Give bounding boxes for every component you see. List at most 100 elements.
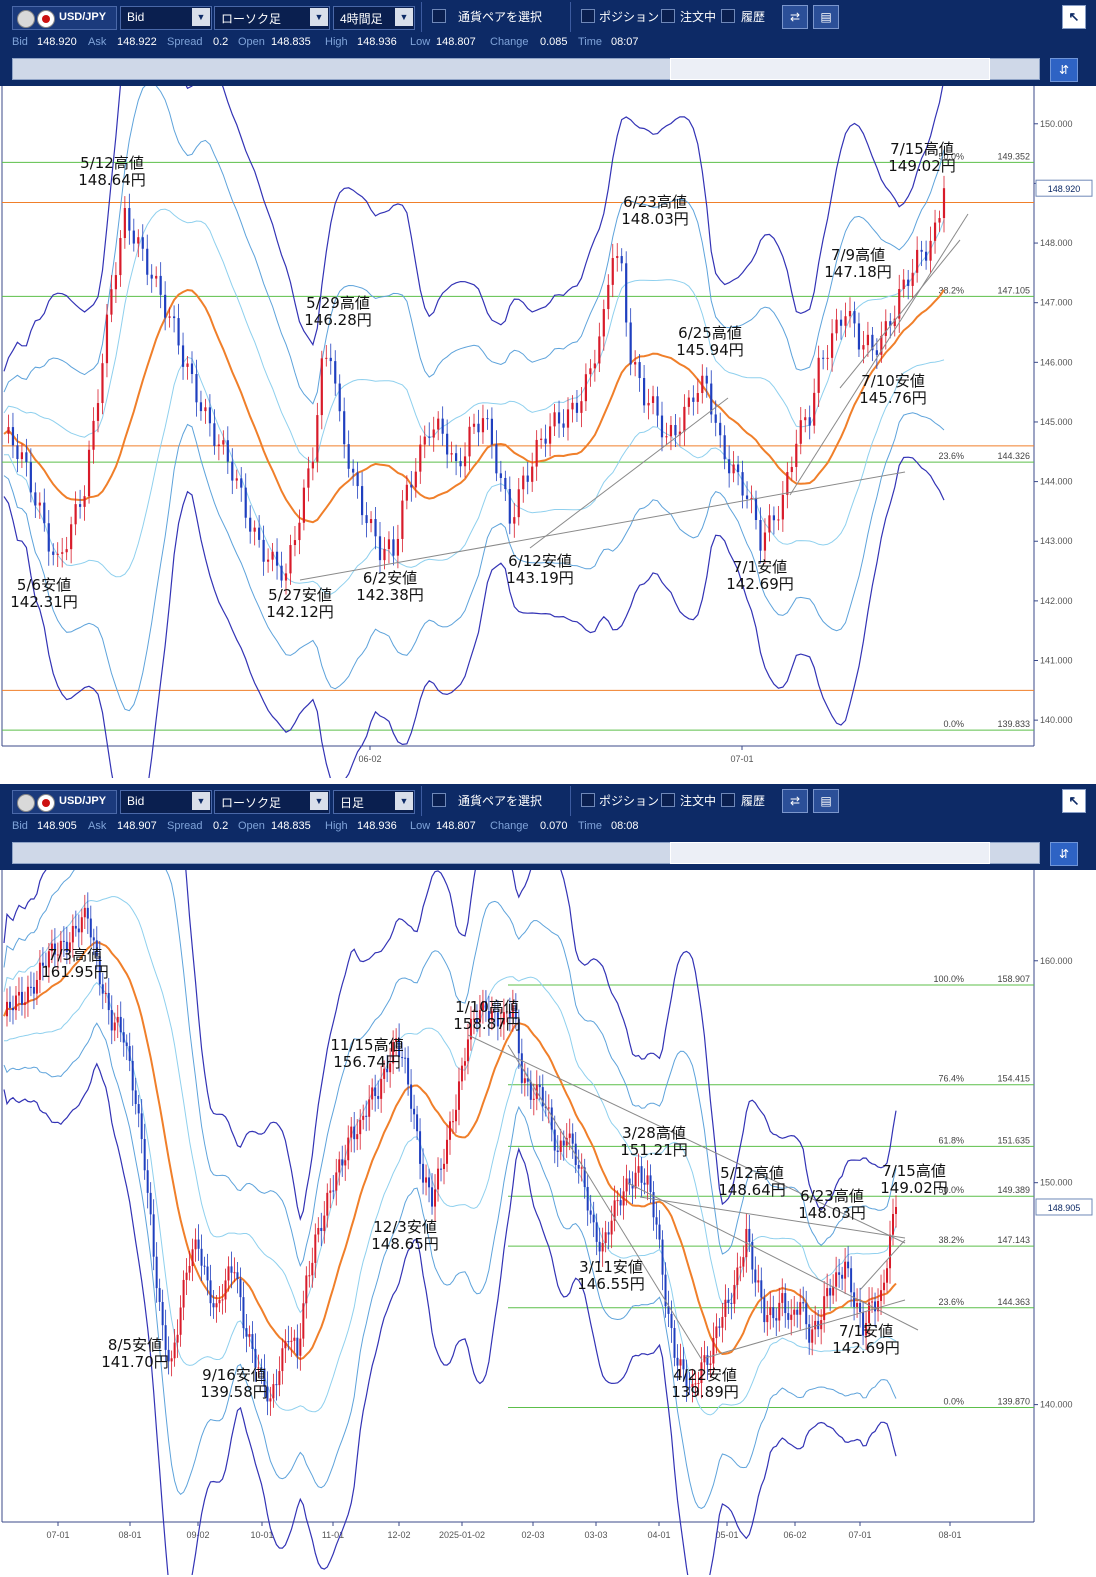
x-tick-label: 08-01 (938, 1530, 961, 1540)
candle-body (772, 515, 776, 521)
annotation-date: 12/3安値 (373, 1218, 437, 1236)
candle-body (231, 461, 234, 481)
candle-body (759, 519, 762, 551)
candle-body (719, 422, 722, 436)
candle-body (658, 1224, 661, 1240)
candle-body (460, 1065, 463, 1082)
candle-body (38, 502, 41, 506)
candle-body (481, 1000, 484, 1011)
pair-label: USD/JPY (59, 795, 107, 807)
history-checkbox[interactable] (721, 793, 735, 807)
candle-body (432, 429, 435, 438)
candle-body (20, 452, 24, 460)
candle-body (454, 453, 458, 462)
candle-body (320, 1227, 323, 1232)
candle-body (652, 1192, 655, 1218)
candle-body (437, 1168, 440, 1190)
candle-body (52, 551, 55, 555)
candle-body (772, 1307, 775, 1319)
chart-settings-button[interactable]: ▤ (813, 789, 839, 813)
trend-line (467, 1034, 906, 1244)
chart-type-dropdown[interactable]: ローソク足 ▼ (214, 790, 330, 814)
candle-body (553, 1129, 556, 1151)
candle-body (522, 475, 525, 490)
candle-body (23, 1002, 26, 1005)
candle-body (335, 1172, 338, 1191)
chart-tool-button[interactable]: ⇄ (782, 5, 808, 29)
annotation-price: 142.31円 (10, 593, 78, 611)
chart-tool-button[interactable]: ⇄ (782, 789, 808, 813)
band-upper-3 (3, 870, 897, 1222)
x-tick-label: 08-01 (118, 1530, 141, 1540)
candle-body (47, 523, 50, 552)
chart-type-dropdown[interactable]: ローソク足 ▼ (214, 6, 330, 30)
timeframe-dropdown[interactable]: 日足 ▼ (333, 790, 415, 814)
current-price-label: 148.905 (1048, 1203, 1081, 1213)
candle-body (11, 427, 15, 446)
candle-body (392, 1042, 395, 1064)
divider (570, 2, 571, 32)
candle-body (610, 1220, 613, 1235)
history-checkbox[interactable] (721, 9, 735, 23)
candle-body (736, 464, 740, 473)
price-type-dropdown[interactable]: Bid ▼ (120, 790, 212, 814)
collapse-corner-icon[interactable]: ↖ (1062, 789, 1086, 813)
x-tick-label: 02-03 (521, 1530, 544, 1540)
select-pair-checkbox[interactable] (432, 9, 446, 23)
candle-body (80, 917, 83, 933)
currency-pair-selector[interactable]: USD/JPY (12, 790, 117, 814)
candle-body (868, 1302, 871, 1323)
select-pair-checkbox[interactable] (432, 793, 446, 807)
orders-checkbox[interactable] (661, 793, 675, 807)
candle-body (938, 218, 941, 223)
currency-pair-selector[interactable]: USD/JPY (12, 6, 117, 30)
candle-body (763, 1297, 766, 1323)
candle-body (50, 943, 53, 952)
candle-body (122, 1032, 125, 1043)
timeframe-label: 日足 (340, 796, 365, 810)
expand-icon[interactable]: ⇵ (1050, 842, 1078, 866)
candle-body (620, 256, 623, 264)
candle-body (280, 565, 283, 581)
navigator-handle[interactable] (670, 842, 990, 864)
position-checkbox[interactable] (581, 9, 595, 23)
position-checkbox[interactable] (581, 793, 595, 807)
timeframe-dropdown[interactable]: 4時間足 ▼ (333, 6, 415, 30)
candle-body (490, 418, 494, 445)
candle-body (496, 1012, 499, 1027)
candle-body (86, 907, 89, 919)
candle-body (405, 484, 408, 501)
candle-body (857, 323, 861, 350)
orders-checkbox[interactable] (661, 9, 675, 23)
price-type-dropdown[interactable]: Bid ▼ (120, 6, 212, 30)
high-label: High (325, 820, 348, 832)
candle-body (173, 1342, 176, 1359)
candle-body (871, 334, 874, 351)
candle-body (62, 940, 65, 942)
candle-body (360, 486, 364, 516)
candle-body (281, 1348, 284, 1372)
candle-body (16, 445, 19, 460)
collapse-corner-icon[interactable]: ↖ (1062, 5, 1086, 29)
candle-body (150, 274, 153, 279)
annotation-price: 139.89円 (671, 1383, 739, 1401)
candle-body (371, 1087, 374, 1100)
bid-value: 148.920 (37, 36, 77, 48)
candle-body (43, 502, 46, 524)
candle-body (835, 1272, 838, 1287)
candle-body (559, 1140, 562, 1152)
candle-body (532, 1098, 535, 1100)
navigator-handle[interactable] (670, 58, 990, 80)
candle-body (419, 1131, 422, 1164)
select-pair-label: 通貨ペアを選択 (458, 10, 543, 24)
candle-body (848, 311, 852, 317)
candle-body (307, 468, 310, 488)
candle-body (323, 1215, 326, 1232)
candle-body (34, 492, 37, 506)
candle-body (784, 1293, 787, 1314)
candle-body (242, 1297, 245, 1329)
expand-icon[interactable]: ⇵ (1050, 58, 1078, 82)
chart-settings-button[interactable]: ▤ (813, 5, 839, 29)
candle-body (204, 407, 207, 412)
